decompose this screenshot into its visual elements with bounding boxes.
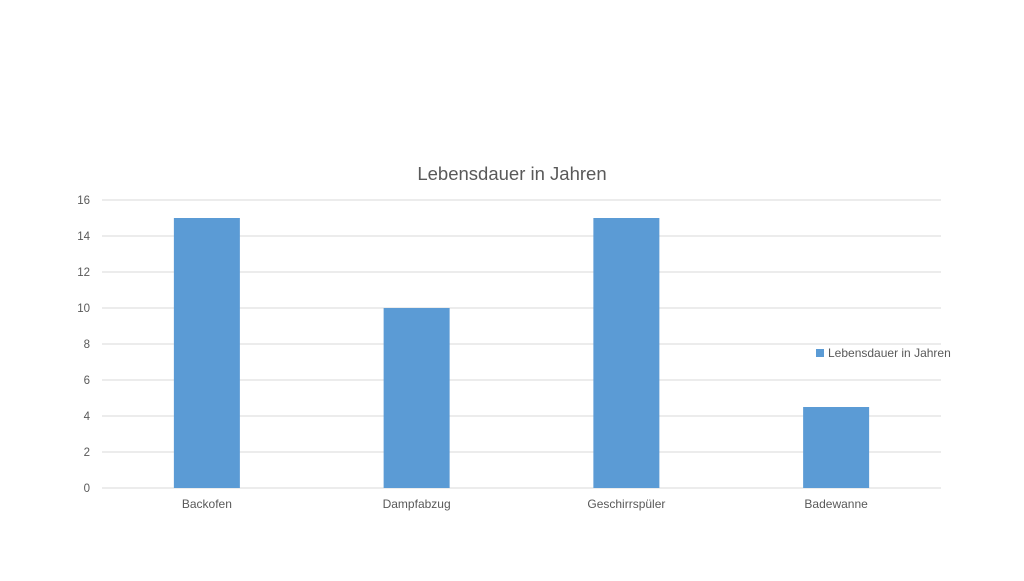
gridlines xyxy=(102,199,941,489)
y-tick-label: 14 xyxy=(77,231,90,243)
x-category-label: Badewanne xyxy=(804,497,868,511)
y-tick-label: 2 xyxy=(84,447,90,459)
y-tick-label: 6 xyxy=(84,375,90,387)
y-axis-tick-labels: 0 2 4 6 8 10 12 14 16 xyxy=(77,195,90,495)
y-tick-label: 10 xyxy=(77,303,90,315)
y-tick-label: 4 xyxy=(84,411,91,423)
x-axis-category-labels: Backofen Dampfabzug Geschirrspüler Badewann… xyxy=(182,497,868,511)
x-category-label: Dampfabzug xyxy=(383,497,451,511)
y-tick-label: 16 xyxy=(77,195,90,207)
bar-dampfabzug xyxy=(383,308,450,488)
chart-title: Lebensdauer in Jahren xyxy=(417,163,606,184)
legend-swatch xyxy=(816,349,824,357)
bar-geschirrspüler xyxy=(593,218,660,488)
legend-label: Lebensdauer in Jahren xyxy=(828,346,951,360)
y-tick-label: 0 xyxy=(84,483,90,495)
bar-badewanne xyxy=(803,407,870,488)
legend: Lebensdauer in Jahren xyxy=(816,346,951,360)
x-category-label: Geschirrspüler xyxy=(587,497,665,511)
bars xyxy=(173,218,870,488)
bar-backofen xyxy=(173,218,240,488)
y-tick-label: 8 xyxy=(84,339,90,351)
y-tick-label: 12 xyxy=(77,267,90,279)
x-category-label: Backofen xyxy=(182,497,232,511)
